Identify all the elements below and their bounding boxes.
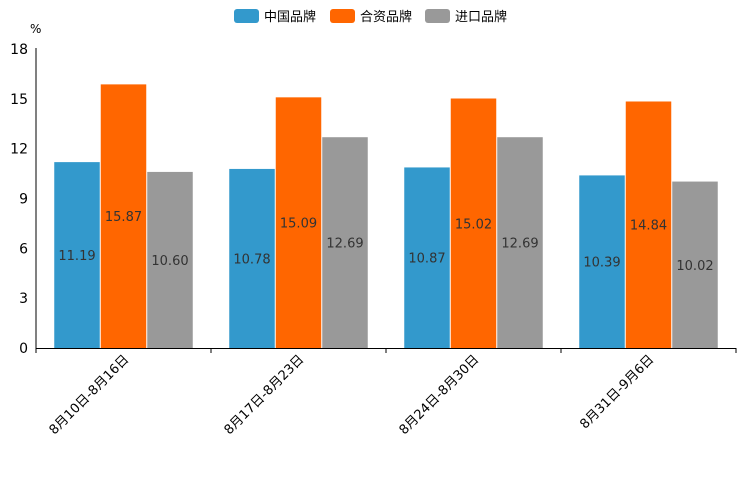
- legend: 中国品牌 合资品牌 进口品牌: [234, 9, 507, 25]
- x-category-label: 8月17日-8月23日: [222, 352, 308, 438]
- data-label: 10.60: [151, 254, 188, 269]
- data-label: 14.84: [630, 219, 667, 234]
- x-category-label: 8月24日-8月30日: [397, 352, 483, 438]
- data-label: 15.02: [455, 217, 492, 232]
- legend-label-3[interactable]: 进口品牌: [455, 9, 507, 25]
- y-tick-label: 6: [19, 241, 28, 257]
- legend-label-2[interactable]: 合资品牌: [360, 9, 412, 25]
- legend-swatch-3[interactable]: [425, 9, 450, 23]
- x-axis: 8月10日-8月16日 8月17日-8月23日 8月24日-8月30日 8月31日-9…: [35, 348, 737, 438]
- bar-1-2: [229, 168, 275, 348]
- bar-3-1: [147, 171, 193, 348]
- y-axis-unit-label: %: [30, 22, 41, 36]
- legend-label-1[interactable]: 中国品牌: [264, 9, 316, 25]
- x-category-label: 8月10日-8月16日: [47, 352, 133, 438]
- y-tick-label: 0: [19, 341, 28, 357]
- bar-3-2: [322, 137, 368, 348]
- legend-swatch-1[interactable]: [234, 9, 259, 23]
- data-label: 12.69: [326, 237, 363, 252]
- bar-2-4: [625, 101, 672, 348]
- bar-1-1: [54, 162, 100, 348]
- bar-1-4: [579, 175, 625, 348]
- data-label: 10.87: [408, 252, 445, 267]
- bar-2-3: [450, 98, 497, 348]
- data-label: 10.78: [233, 252, 270, 267]
- bar-1-3: [404, 167, 450, 348]
- bar-2-1: [100, 84, 147, 349]
- y-tick-label: 18: [10, 42, 28, 58]
- data-label: 12.69: [501, 237, 538, 252]
- data-label: 10.39: [583, 256, 620, 271]
- data-label: 15.87: [105, 210, 142, 225]
- y-tick-label: 3: [19, 291, 28, 307]
- y-tick-label: 12: [10, 142, 28, 158]
- bars: 11.19 15.87 10.60 10.78 15.09 12.69 10.87 15.02…: [54, 84, 718, 349]
- data-label: 10.02: [676, 259, 713, 274]
- data-label: 11.19: [58, 249, 95, 264]
- x-category-label: 8月31日-9月6日: [577, 352, 657, 432]
- bar-3-4: [672, 181, 718, 348]
- y-axis: 0 3 6 9 12 15 18: [10, 42, 37, 357]
- y-tick-label: 15: [10, 92, 28, 108]
- bar-2-2: [275, 97, 322, 348]
- y-tick-label: 9: [19, 192, 28, 208]
- bar-3-3: [497, 137, 543, 348]
- legend-swatch-2[interactable]: [330, 9, 355, 23]
- data-label: 15.09: [280, 217, 317, 232]
